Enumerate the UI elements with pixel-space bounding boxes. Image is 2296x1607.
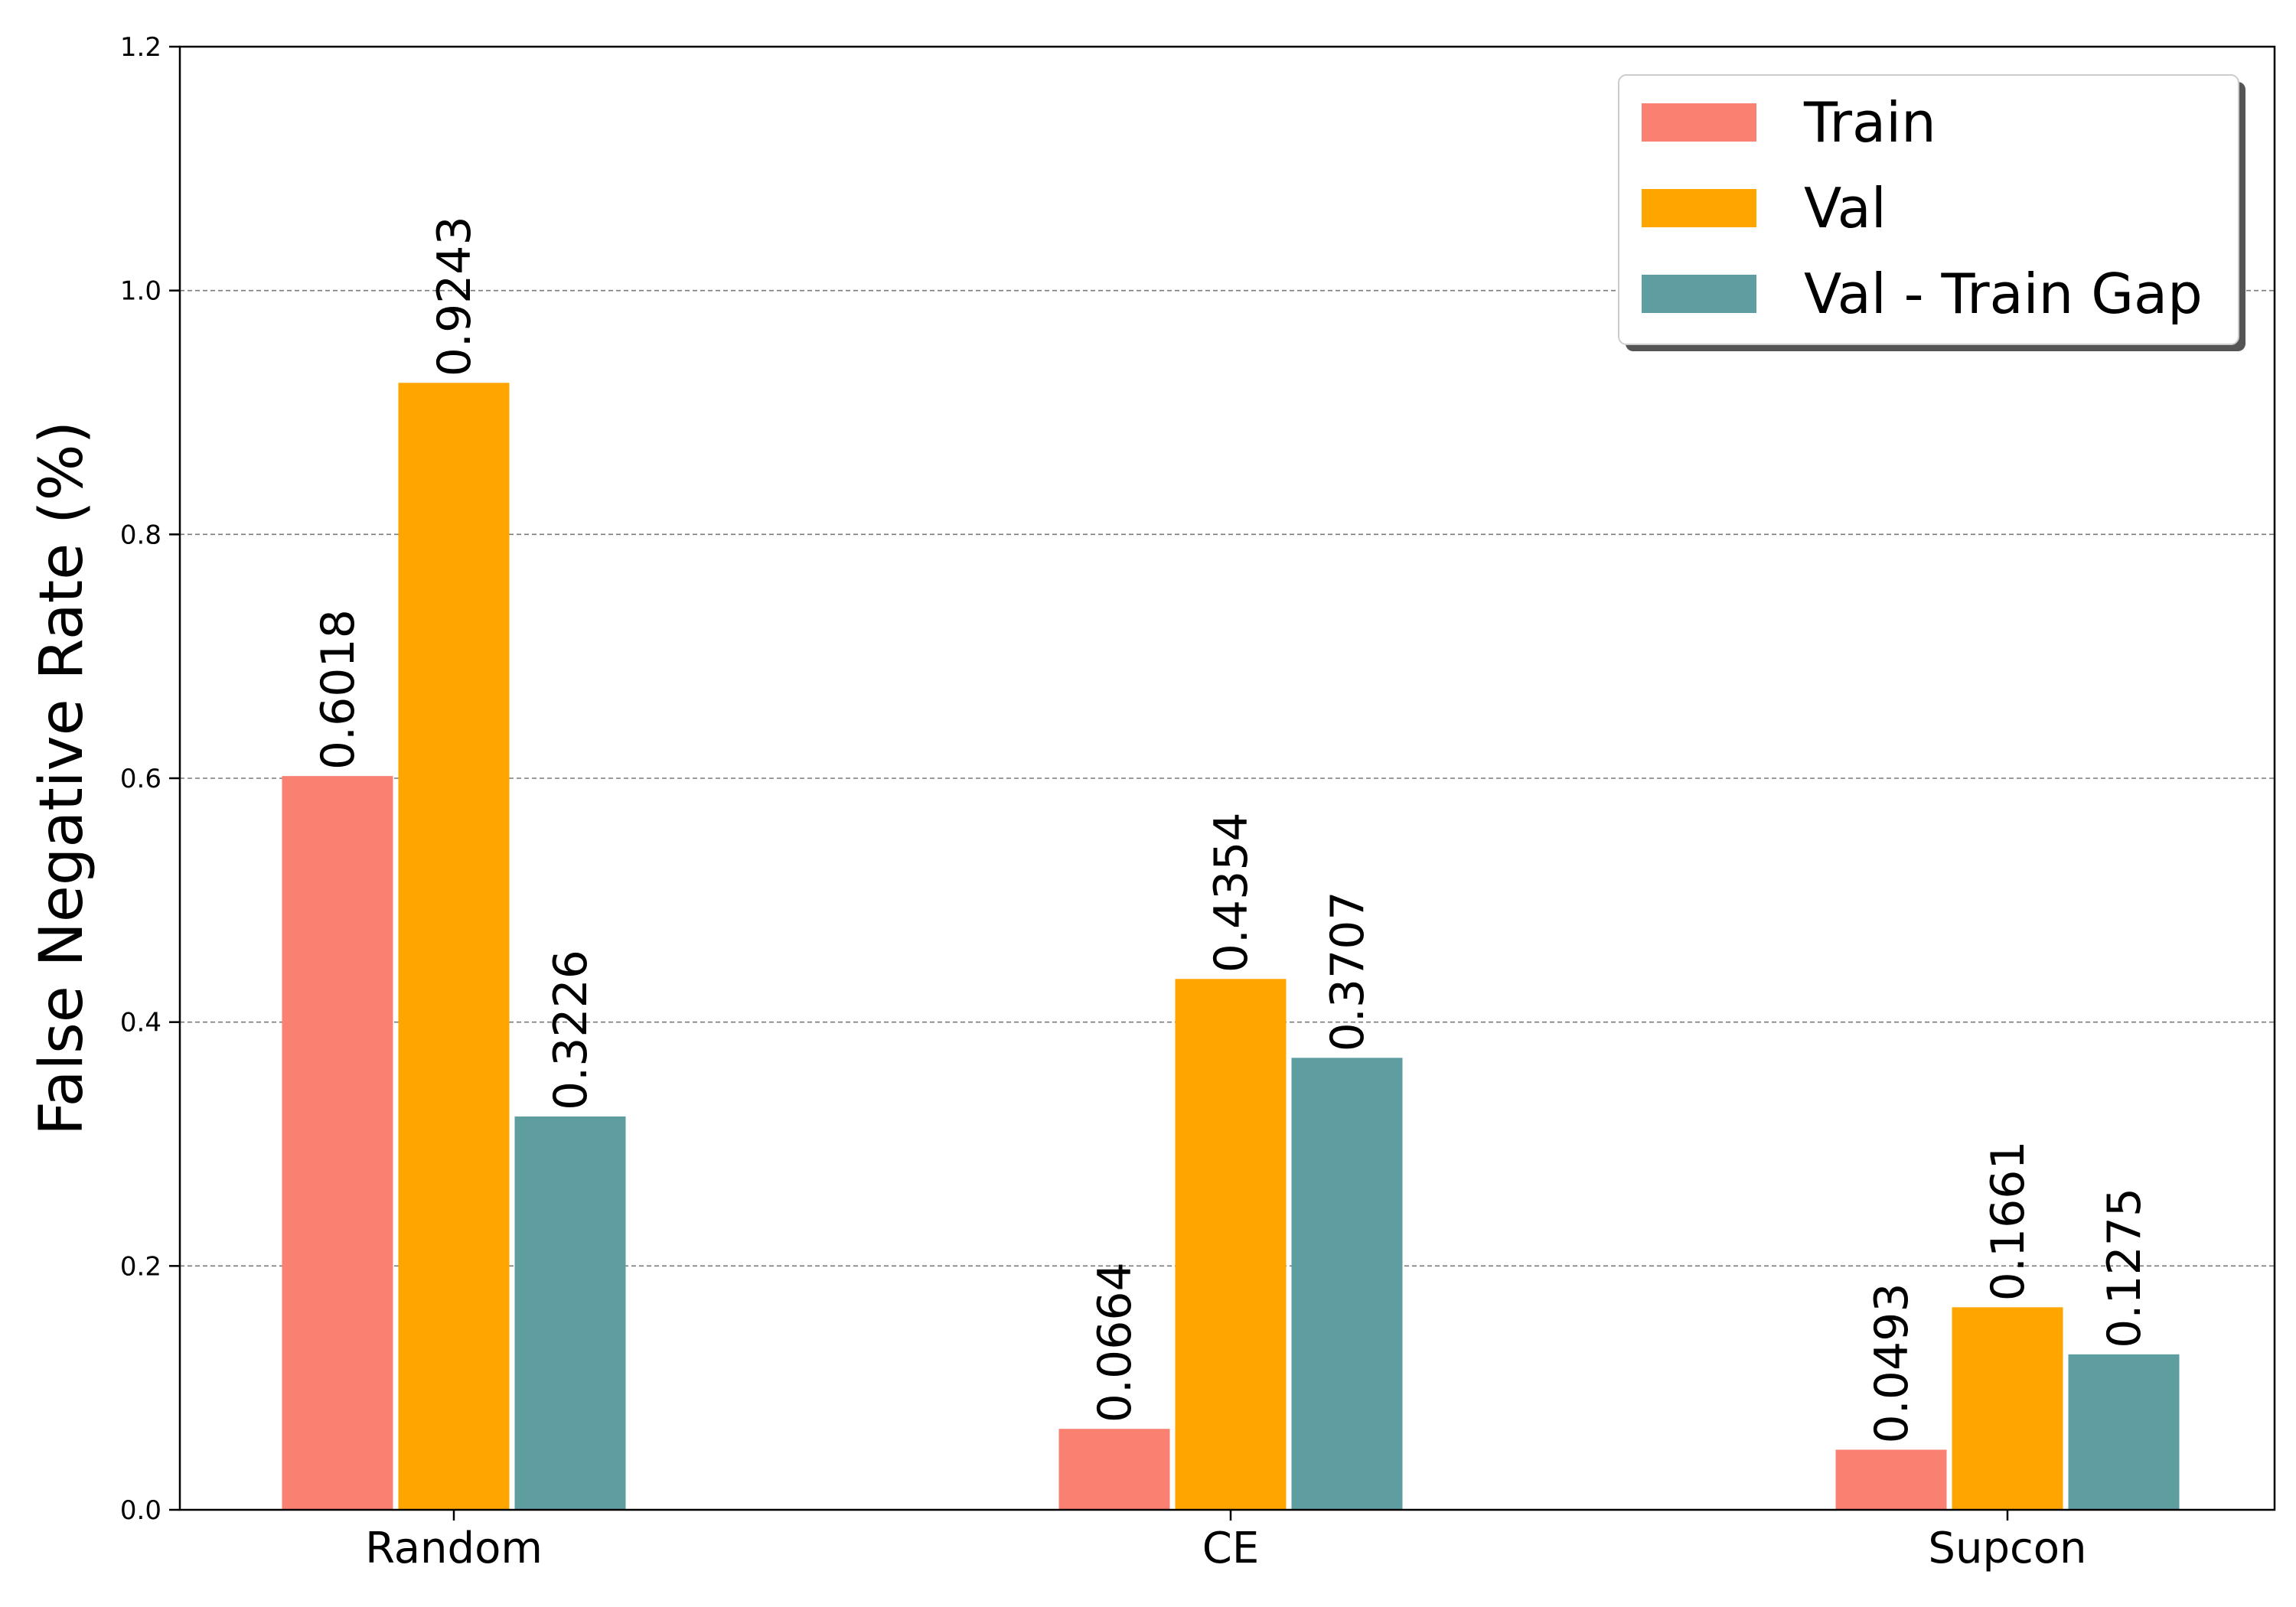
legend-label: Train (1803, 90, 1936, 155)
y-tick-label: 0.6 (120, 764, 161, 794)
y-axis-title: False Negative Rate (%) (28, 421, 96, 1136)
data-label: 0.1661 (1981, 1140, 2035, 1301)
y-tick-label: 0.2 (120, 1251, 161, 1282)
data-labels: 0.6018 0.9243 0.3226 0.0664 0.4354 0.3707 0.04… (311, 216, 2151, 1443)
y-tick-label: 0.8 (120, 520, 161, 550)
x-axis-ticks: Random CE Supcon (365, 1510, 2087, 1573)
bar (1952, 1307, 2063, 1510)
data-label: 0.0493 (1865, 1283, 1919, 1443)
bar (1175, 979, 1287, 1510)
x-tick-label: Supcon (1928, 1524, 2086, 1573)
y-tick-label: 0.4 (120, 1008, 161, 1038)
legend: Train Val Val - Train Gap (1618, 74, 2245, 351)
legend-swatch (1642, 275, 1756, 313)
legend-label: Val (1804, 176, 1887, 240)
bar (1058, 1429, 1170, 1510)
y-tick-label: 1.2 (120, 32, 161, 63)
bars (282, 383, 2180, 1511)
data-label: 0.9243 (428, 216, 481, 376)
bar (514, 1116, 626, 1510)
data-label: 0.6018 (311, 609, 365, 770)
bar (1835, 1449, 1947, 1510)
legend-swatch (1642, 189, 1756, 227)
legend-swatch (1642, 103, 1756, 142)
bar (2068, 1354, 2180, 1510)
bar (1291, 1058, 1403, 1510)
data-label: 0.3707 (1321, 891, 1375, 1051)
data-label: 0.0664 (1088, 1262, 1142, 1423)
x-tick-label: CE (1202, 1524, 1259, 1573)
y-tick-label: 0.0 (120, 1495, 161, 1526)
y-axis-ticks: 0.0 0.2 0.4 0.6 0.8 1.0 1.2 (120, 32, 180, 1526)
data-label: 0.3226 (544, 950, 598, 1110)
bar (282, 776, 393, 1510)
data-label: 0.4354 (1205, 812, 1258, 973)
data-label: 0.1275 (2098, 1188, 2151, 1348)
x-tick-label: Random (365, 1524, 543, 1573)
legend-label: Val - Train Gap (1804, 262, 2203, 326)
y-tick-label: 1.0 (120, 276, 161, 307)
bar (398, 383, 510, 1511)
legend-box (1618, 74, 2239, 345)
